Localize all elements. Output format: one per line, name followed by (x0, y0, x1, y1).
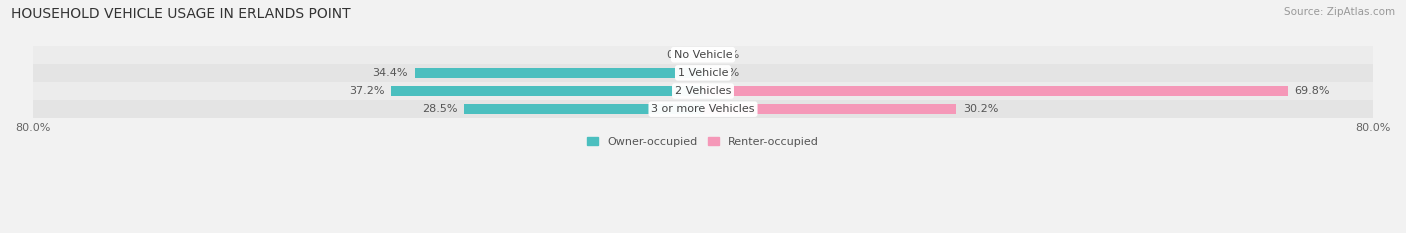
Bar (32, 82, 1374, 100)
Bar (32, 100, 1374, 118)
Text: 30.2%: 30.2% (963, 104, 998, 114)
Text: 28.5%: 28.5% (422, 104, 457, 114)
Bar (703, 86, 1288, 96)
Text: 2 Vehicles: 2 Vehicles (675, 86, 731, 96)
Bar (32, 64, 1374, 82)
Text: 0.0%: 0.0% (711, 50, 740, 60)
Text: HOUSEHOLD VEHICLE USAGE IN ERLANDS POINT: HOUSEHOLD VEHICLE USAGE IN ERLANDS POINT (11, 7, 352, 21)
Text: 34.4%: 34.4% (373, 68, 408, 78)
Bar (415, 68, 703, 78)
Text: 37.2%: 37.2% (349, 86, 385, 96)
Text: 69.8%: 69.8% (1295, 86, 1330, 96)
Bar (32, 46, 1374, 64)
Text: Source: ZipAtlas.com: Source: ZipAtlas.com (1284, 7, 1395, 17)
Text: No Vehicle: No Vehicle (673, 50, 733, 60)
Text: 0.0%: 0.0% (666, 50, 695, 60)
Bar (391, 86, 703, 96)
Text: 1 Vehicle: 1 Vehicle (678, 68, 728, 78)
Text: 0.0%: 0.0% (711, 68, 740, 78)
Legend: Owner-occupied, Renter-occupied: Owner-occupied, Renter-occupied (582, 132, 824, 151)
Bar (464, 104, 703, 114)
Text: 3 or more Vehicles: 3 or more Vehicles (651, 104, 755, 114)
Bar (703, 104, 956, 114)
